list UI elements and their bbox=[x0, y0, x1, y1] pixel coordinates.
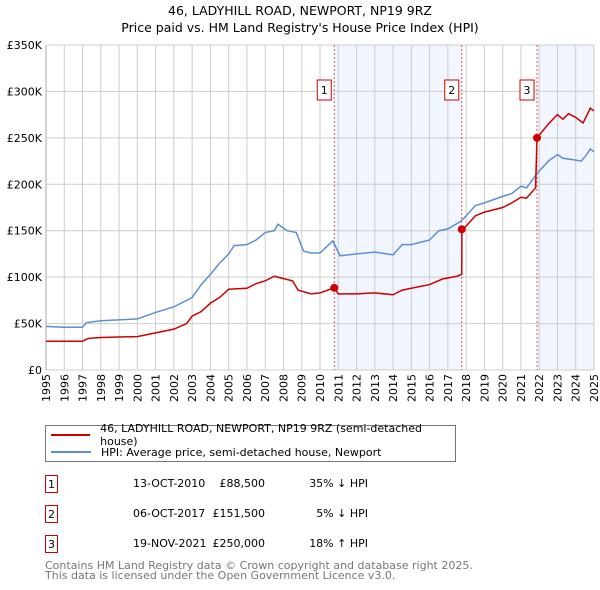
x-tick-label: 2025 bbox=[588, 374, 600, 402]
sale-row: 2 06-OCT-2017 £151,500 5% ↓ HPI bbox=[45, 505, 445, 525]
sale-label-box bbox=[316, 79, 332, 101]
sale-point bbox=[330, 283, 339, 292]
sale-label: 3 bbox=[524, 84, 531, 97]
x-tick-label: 1995 bbox=[40, 374, 53, 402]
sale-date: 13-OCT-2010 bbox=[133, 477, 206, 490]
sale-label-box bbox=[519, 79, 535, 101]
y-tick-label: £150K bbox=[7, 225, 43, 238]
sale-point bbox=[457, 225, 466, 234]
x-tick-label: 2002 bbox=[168, 374, 181, 402]
footer-licence: This data is licensed under the Open Gov… bbox=[45, 569, 396, 582]
x-tick-label: 2004 bbox=[204, 374, 217, 402]
sale-date: 06-OCT-2017 bbox=[133, 507, 206, 520]
x-tick-label: 2008 bbox=[277, 374, 290, 402]
chart-subtitle: Price paid vs. HM Land Registry's House … bbox=[121, 20, 479, 35]
sale-row: 3 19-NOV-2021 £250,000 18% ↑ HPI bbox=[45, 535, 445, 555]
x-tick-label: 2023 bbox=[551, 374, 564, 402]
x-tick-label: 2001 bbox=[150, 374, 163, 402]
shaded-region bbox=[537, 45, 594, 370]
x-tick-label: 2007 bbox=[259, 374, 272, 402]
x-tick-label: 2016 bbox=[424, 374, 437, 402]
legend-red-line bbox=[51, 434, 91, 436]
x-tick-label: 2000 bbox=[131, 374, 144, 402]
price-chart: 1995 1996 1997 1998 1999 2000 2001 2002 2003 2004… bbox=[7, 39, 600, 402]
y-tick-label: £0 bbox=[28, 364, 42, 377]
x-tick-label: 2020 bbox=[497, 374, 510, 402]
sale-row: 1 13-OCT-2010 £88,500 35% ↓ HPI bbox=[45, 475, 445, 495]
sale-price: £250,000 bbox=[212, 537, 266, 550]
sale-date: 19-NOV-2021 bbox=[133, 537, 207, 550]
x-tick-label: 2019 bbox=[478, 374, 491, 402]
series-line bbox=[45, 147, 595, 329]
x-tick-label: 2006 bbox=[241, 374, 254, 402]
x-tick-label: 1996 bbox=[58, 374, 71, 402]
x-tick-label: 2024 bbox=[570, 374, 583, 402]
x-tick-label: 2011 bbox=[332, 374, 345, 402]
x-tick-label: 2017 bbox=[442, 374, 455, 402]
shaded-region bbox=[334, 45, 462, 370]
y-tick-label: £50K bbox=[14, 318, 43, 331]
sale-marker-badge: 1 bbox=[45, 475, 58, 493]
sale-hpi-diff: 35% ↓ HPI bbox=[309, 477, 368, 490]
x-tick-label: 2009 bbox=[296, 374, 309, 402]
legend: 46, LADYHILL ROAD, NEWPORT, NP19 9RZ (se… bbox=[45, 422, 456, 462]
sale-hpi-diff: 5% ↓ HPI bbox=[316, 507, 368, 520]
sale-label-box bbox=[444, 79, 460, 101]
x-tick-label: 2022 bbox=[533, 374, 546, 402]
x-tick-label: 2013 bbox=[369, 374, 382, 402]
sale-marker-badge: 2 bbox=[45, 505, 58, 523]
sale-marker-badge: 3 bbox=[45, 535, 58, 553]
sale-label: 2 bbox=[448, 84, 455, 97]
x-tick-label: 1999 bbox=[113, 374, 126, 402]
legend-label-hpi: HPI: Average price, semi-detached house,… bbox=[101, 445, 382, 459]
x-tick-label: 2014 bbox=[387, 374, 400, 402]
x-tick-label: 2021 bbox=[515, 374, 528, 402]
sale-price: £151,500 bbox=[212, 507, 266, 520]
legend-label-property: 46, LADYHILL ROAD, NEWPORT, NP19 9RZ (se… bbox=[100, 422, 423, 448]
legend-blue-line bbox=[51, 451, 91, 453]
y-tick-label: £300K bbox=[7, 85, 43, 98]
series-line bbox=[46, 106, 595, 342]
x-tick-label: 1997 bbox=[77, 374, 90, 402]
y-tick-label: £250K bbox=[7, 132, 43, 145]
sale-price: £88,500 bbox=[219, 477, 266, 490]
y-tick-label: £100K bbox=[7, 271, 43, 284]
x-tick-label: 2003 bbox=[186, 374, 199, 402]
x-tick-label: 2015 bbox=[405, 374, 418, 402]
sale-point bbox=[533, 133, 542, 142]
x-tick-label: 2018 bbox=[460, 374, 473, 402]
x-tick-label: 2010 bbox=[314, 374, 327, 402]
sale-hpi-diff: 18% ↑ HPI bbox=[309, 537, 368, 550]
x-tick-label: 2012 bbox=[351, 374, 364, 402]
y-tick-label: £200K bbox=[7, 178, 43, 191]
x-tick-label: 1998 bbox=[95, 374, 108, 402]
y-tick-label: £350K bbox=[7, 39, 43, 52]
footer-copyright: Contains HM Land Registry data © Crown c… bbox=[45, 559, 473, 572]
chart-title: 46, LADYHILL ROAD, NEWPORT, NP19 9RZ bbox=[168, 3, 432, 18]
sale-label: 1 bbox=[321, 84, 328, 97]
x-tick-label: 2005 bbox=[223, 374, 236, 402]
